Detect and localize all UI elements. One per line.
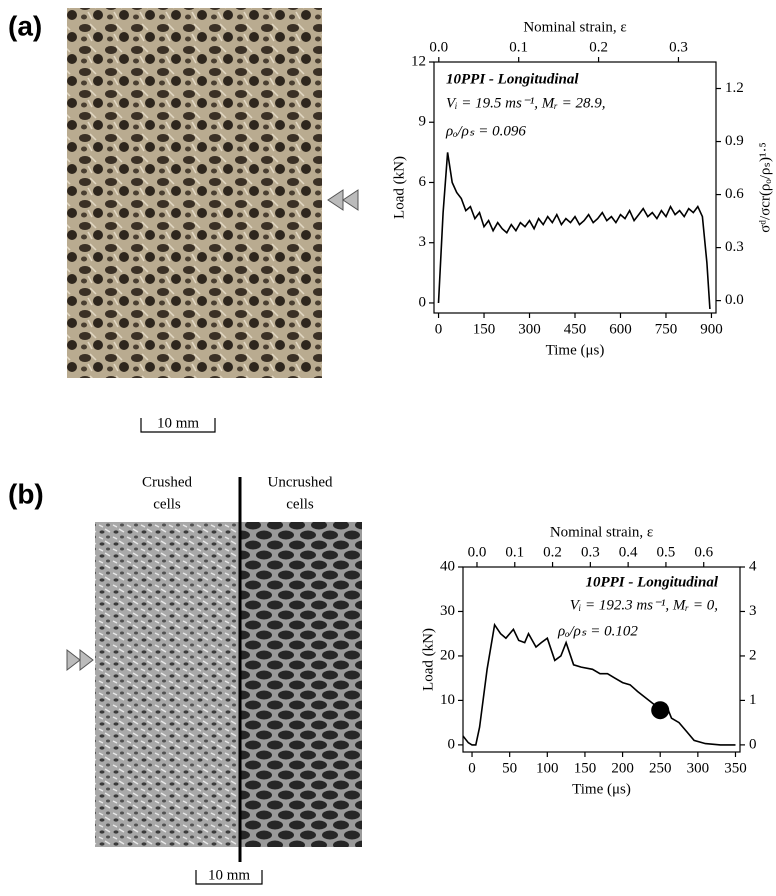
highlight-point: [651, 701, 670, 720]
scale-bar: [140, 418, 216, 433]
x2-tick-label: 0.1: [509, 39, 528, 55]
x-axis-label: Time (μs): [572, 781, 631, 797]
x2-axis-label: Nominal strain, ε: [550, 524, 653, 540]
x-tick-label: 150: [574, 760, 597, 776]
x2-tick-label: 0.1: [505, 544, 524, 560]
photo-label: cells: [153, 496, 181, 512]
x2-tick-label: 0.4: [619, 544, 638, 560]
x-tick-label: 750: [655, 321, 678, 337]
scale-bar-label: 10 mm: [208, 867, 250, 883]
y2-axis-label: σᵈ/σcr(ρₒ/ρₛ)¹·⁵: [757, 142, 773, 232]
y-tick-label: 9: [419, 114, 427, 130]
x-tick-label: 300: [518, 321, 541, 337]
y2-tick-label: 0.0: [725, 292, 744, 308]
x-tick-label: 0: [468, 760, 476, 776]
x-tick-label: 900: [700, 321, 723, 337]
x2-axis-label: Nominal strain, ε: [523, 19, 626, 35]
annotation: ρₒ/ρₛ = 0.096: [445, 123, 526, 139]
load-curve: [462, 622, 736, 746]
x-tick-label: 200: [611, 760, 634, 776]
x2-tick-label: 0.3: [669, 39, 688, 55]
annotation: Vᵢ = 192.3 ms⁻¹, Mᵣ = 0,: [570, 597, 718, 613]
crushed-photo: [95, 522, 240, 847]
x2-tick-label: 0.0: [468, 544, 487, 560]
scale-bar-label: 10 mm: [157, 415, 199, 431]
x-tick-label: 0: [435, 321, 443, 337]
y-tick-label: 3: [419, 234, 427, 250]
x-tick-label: 150: [473, 321, 496, 337]
y-axis-label: Load (kN): [391, 156, 407, 219]
x2-tick-label: 0.2: [543, 544, 562, 560]
photo-label: Uncrushed: [268, 474, 333, 490]
x-tick-label: 450: [564, 321, 587, 337]
scale-bar: [195, 870, 263, 885]
load-curve: [437, 152, 711, 310]
x-tick-label: 50: [502, 760, 517, 776]
x-tick-label: 350: [724, 760, 747, 776]
y2-tick-label: 3: [749, 603, 757, 619]
y2-tick-label: 0.6: [725, 186, 744, 202]
plot-frame: [462, 566, 741, 753]
impact-arrow: [327, 189, 359, 211]
x-tick-label: 250: [649, 760, 672, 776]
foam-photo: [67, 8, 322, 378]
y2-tick-label: 0.3: [725, 239, 744, 255]
panel-label: (b): [8, 478, 44, 509]
y2-tick-label: 0: [749, 736, 757, 752]
x-tick-label: 600: [609, 321, 632, 337]
impact-arrow: [66, 648, 94, 672]
y2-tick-label: 4: [749, 558, 757, 574]
x2-tick-label: 0.6: [694, 544, 713, 560]
y2-tick-label: 1.2: [725, 80, 744, 96]
y-tick-label: 0: [448, 736, 456, 752]
panel-label: (a): [8, 10, 42, 41]
y-tick-label: 20: [440, 647, 455, 663]
photo-label: cells: [286, 496, 314, 512]
uncrushed-photo: [240, 522, 362, 847]
y-tick-label: 30: [440, 603, 455, 619]
y-tick-label: 0: [419, 294, 427, 310]
y2-tick-label: 2: [749, 647, 757, 663]
x2-tick-label: 0.5: [657, 544, 676, 560]
y-tick-label: 6: [419, 174, 427, 190]
x2-tick-label: 0.3: [581, 544, 600, 560]
y2-tick-label: 1: [749, 692, 757, 708]
annotation: ρₒ/ρₛ = 0.102: [557, 623, 638, 639]
y-tick-label: 12: [411, 53, 426, 69]
x-tick-label: 300: [687, 760, 710, 776]
y2-tick-label: 0.9: [725, 133, 744, 149]
x-axis-label: Time (μs): [546, 342, 605, 358]
annotation: Vᵢ = 19.5 ms⁻¹, Mᵣ = 28.9,: [446, 95, 606, 111]
annotation: 10PPI - Longitudinal: [585, 574, 718, 590]
x2-tick-label: 0.2: [589, 39, 608, 55]
photo-label: Crushed: [142, 474, 192, 490]
y-tick-label: 10: [440, 692, 455, 708]
y-axis-label: Load (kN): [420, 628, 436, 691]
x2-tick-label: 0.0: [429, 39, 448, 55]
y-tick-label: 40: [440, 558, 455, 574]
x-tick-label: 100: [536, 760, 559, 776]
annotation: 10PPI - Longitudinal: [446, 71, 579, 87]
